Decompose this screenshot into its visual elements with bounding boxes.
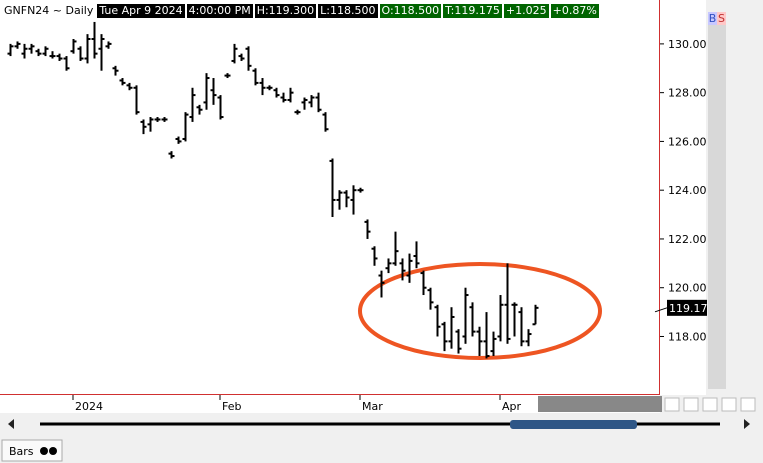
low: L:118.500 [318,4,378,18]
x-tick-label: Feb [222,400,241,413]
y-tick-label: 128.00 [668,87,707,100]
y-tick-label: 130.00 [668,38,707,51]
tool-button[interactable] [702,397,718,412]
open: O:118.500 [379,4,442,18]
y-tick-label: 118.00 [668,330,707,343]
scroll-left[interactable] [8,419,14,429]
buy-label[interactable]: B [709,12,717,25]
tool-button[interactable] [664,397,680,412]
high: H:119.300 [254,4,317,18]
change-pct: +0.87% [550,4,599,18]
x-tick-label: 2024 [75,400,103,413]
right-scroll [708,12,726,389]
last-price-box [667,299,707,316]
last: T:119.175 [443,4,502,18]
x-tick-label: Apr [502,400,522,413]
y-tick-label: 122.00 [668,233,707,246]
buy-button[interactable] [708,12,717,25]
last-price-pointer [654,307,668,313]
tool-button[interactable] [721,397,737,412]
tab-label[interactable]: Bars [9,445,34,458]
header: GNFN24 ~ Daily Tue Apr 9 2024 4:00:00 PM… [2,4,599,18]
last-price-label: 119.17 [669,302,708,315]
y-axis-panel [660,0,706,395]
tool-button[interactable] [683,397,699,412]
highlight-ellipse [358,262,602,360]
symbol: GNFN24 ~ Daily [2,4,96,18]
date: Tue Apr 9 2024 [97,4,185,18]
time: 4:00:00 PM [186,4,253,18]
y-tick-label: 124.00 [668,184,707,197]
scroll-right[interactable] [744,419,750,429]
plot-area [0,0,660,395]
sell-button[interactable] [717,12,726,25]
toolbar [664,397,756,412]
sell-label[interactable]: S [718,12,725,25]
tab-icon [49,447,57,455]
scroll-thumb[interactable] [510,420,637,429]
x-axis-panel [0,395,660,413]
y-tick-label: 120.00 [668,282,707,295]
tab-icon [40,447,48,455]
change: +1.025 [503,4,549,18]
y-tick-label: 126.00 [668,135,707,148]
tab[interactable] [1,439,63,462]
tool-button[interactable] [740,397,756,412]
x-tick-label: Mar [362,400,383,413]
x-axis-shade [538,396,662,412]
